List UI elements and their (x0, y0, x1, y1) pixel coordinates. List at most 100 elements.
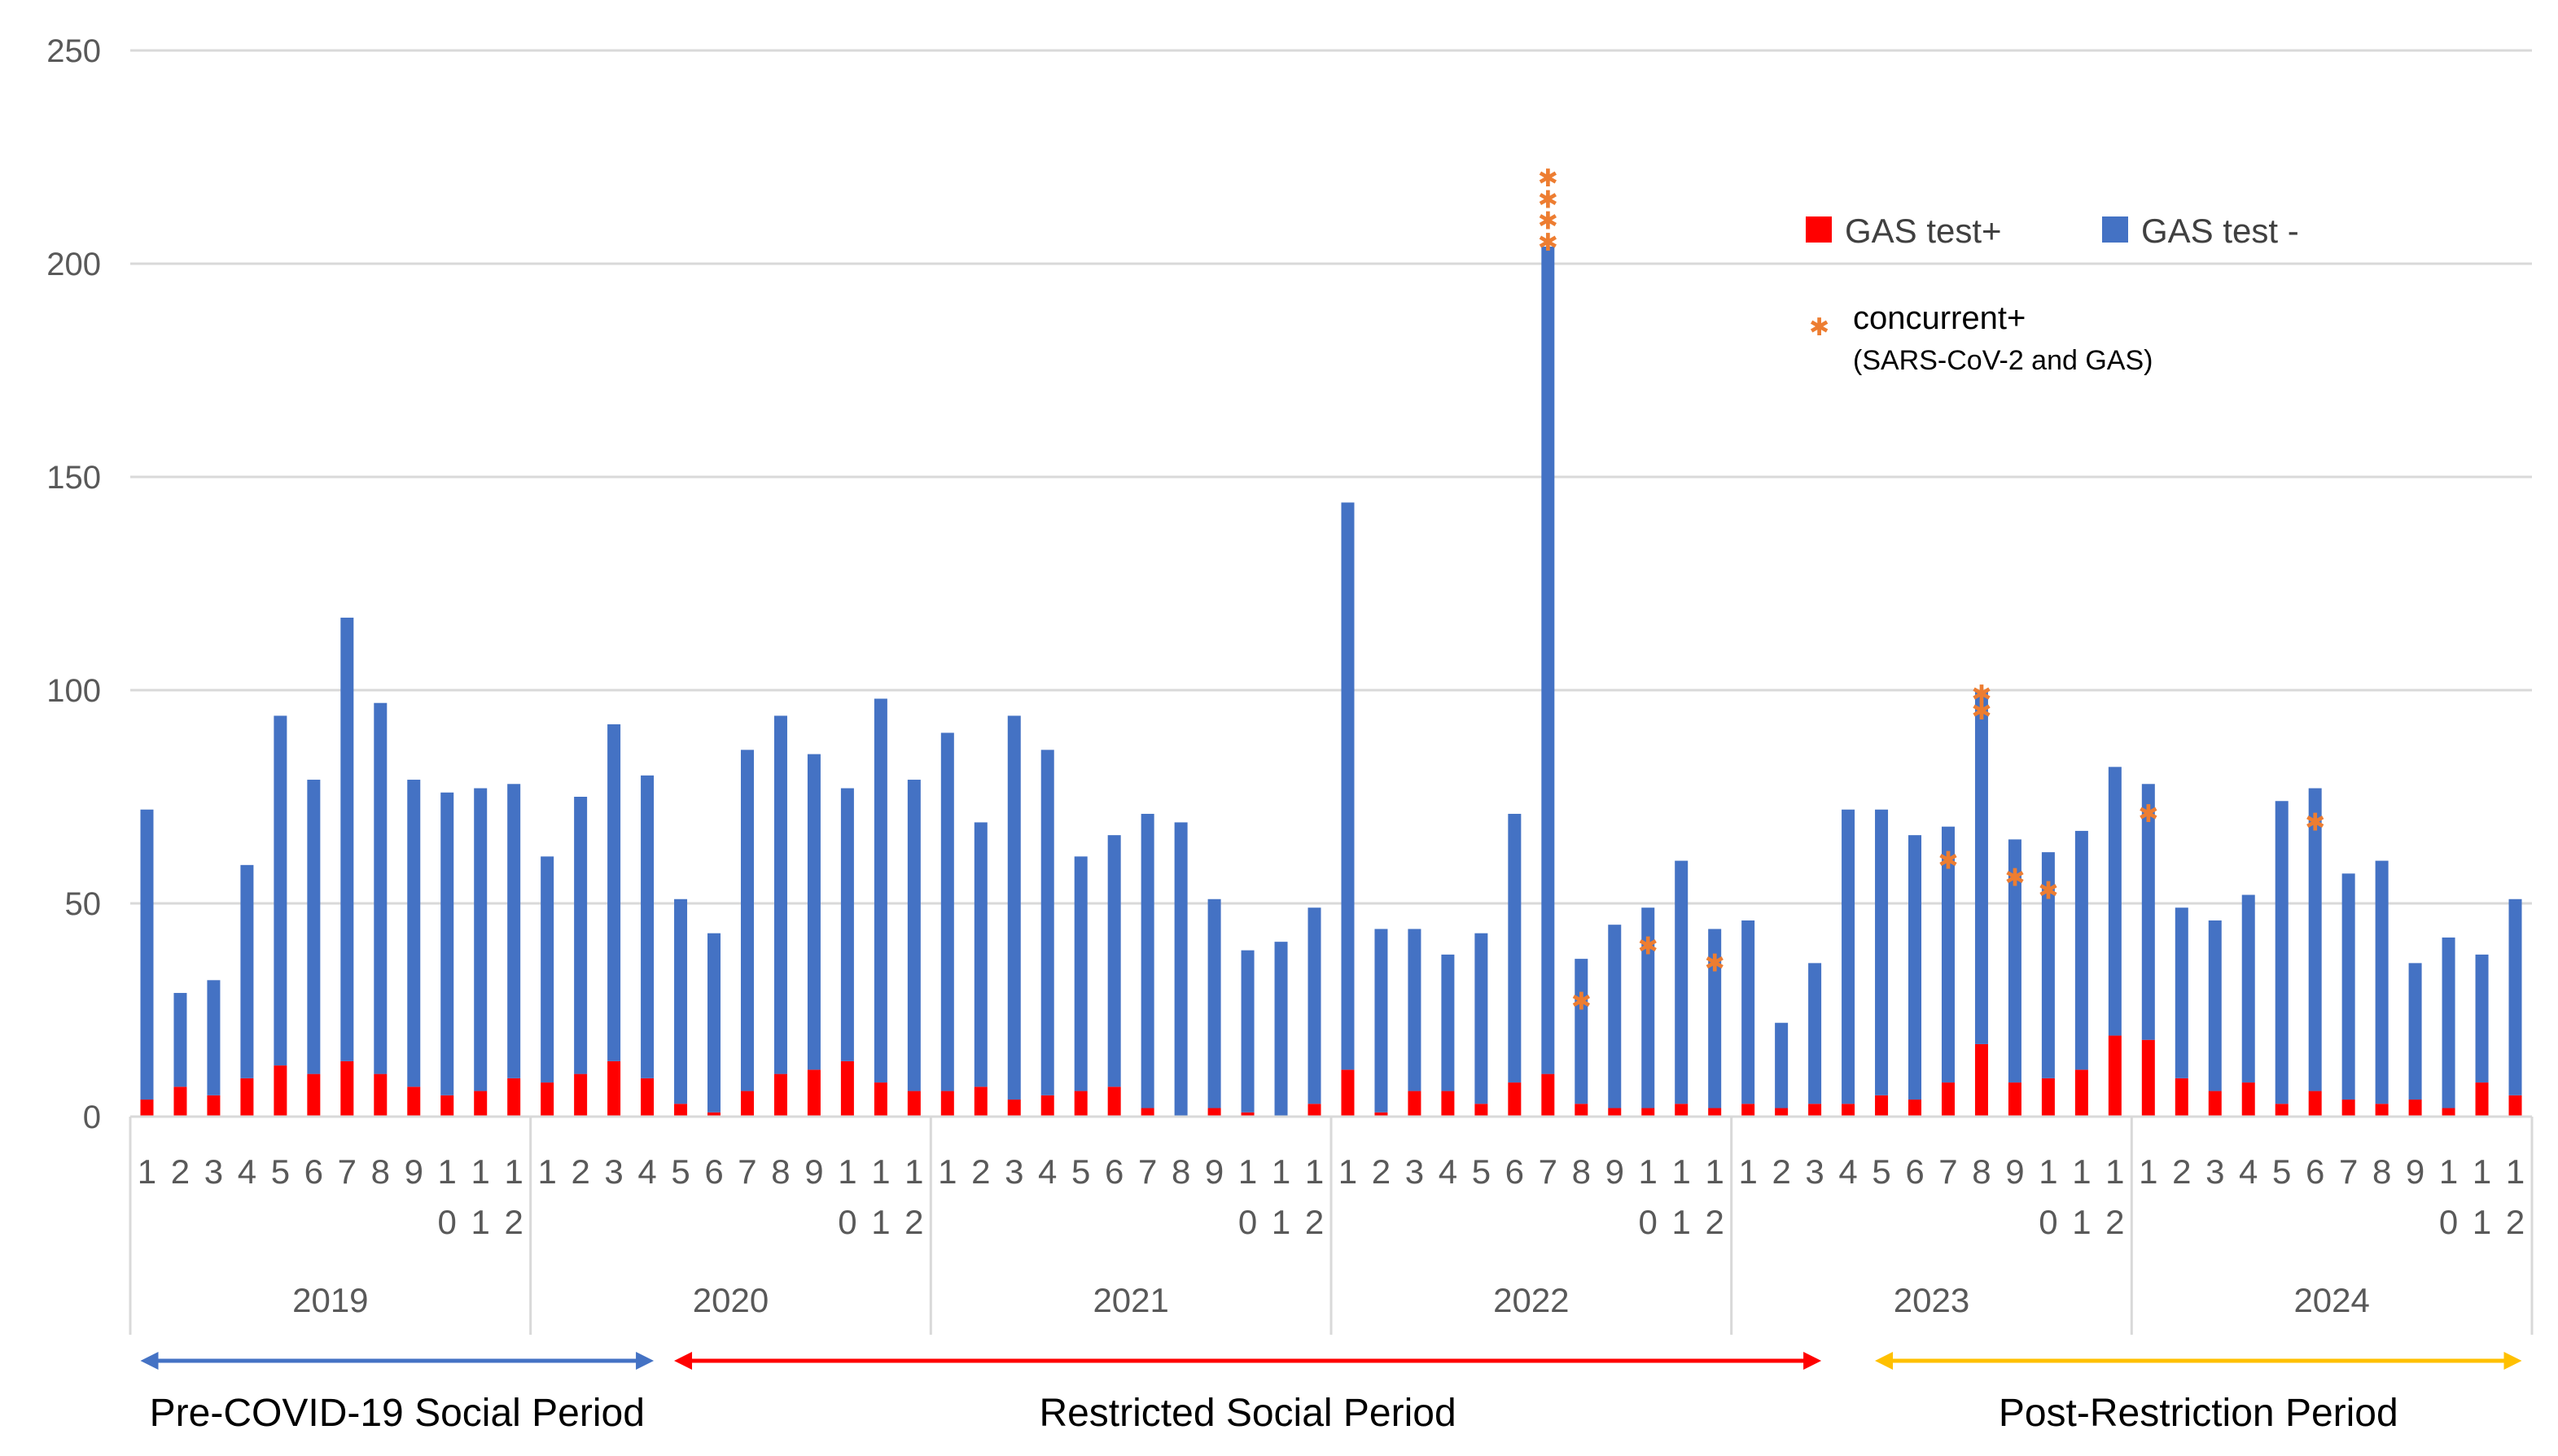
x-tick-month-label: 1 (1238, 1152, 1257, 1191)
bar-gas-negative (2074, 830, 2088, 1070)
bar-gas-negative (240, 864, 254, 1078)
bar-gas-positive (1107, 1087, 1121, 1117)
concurrent-marker: ✱ (2305, 808, 2325, 837)
bar-gas-positive (2341, 1100, 2355, 1117)
x-tick-month-label: 7 (1539, 1152, 1557, 1191)
x-tick-month-label: 9 (1205, 1152, 1224, 1191)
period-arrow (674, 1352, 1822, 1370)
bar-gas-positive (1808, 1104, 1822, 1117)
x-tick-month-label: 1 (904, 1152, 923, 1191)
x-tick-month-label: 1 (938, 1152, 957, 1191)
bar-gas-negative (2408, 963, 2422, 1100)
concurrent-marker: ✱ (1705, 949, 1725, 977)
x-tick-month-label: 9 (405, 1152, 423, 1191)
x-tick-month-label: 2 (971, 1152, 990, 1191)
bar-gas-positive (1741, 1104, 1755, 1117)
bar-gas-positive (2442, 1108, 2455, 1117)
x-tick-month-label: 1 (2439, 1152, 2458, 1191)
bar-gas-positive (407, 1087, 421, 1117)
bar-gas-positive (1908, 1100, 1922, 1117)
x-tick-month-label: 1 (1272, 1203, 1290, 1241)
bar-gas-positive (2275, 1104, 2289, 1117)
x-year-label: 2019 (292, 1281, 368, 1319)
x-tick-month-label: 9 (2005, 1152, 2024, 1191)
x-tick-month-label: 8 (371, 1152, 390, 1191)
bar-gas-positive (840, 1060, 854, 1117)
x-tick-month-label: 2 (2506, 1203, 2525, 1241)
x-tick-month-label: 0 (1639, 1203, 1658, 1241)
x-tick-month-label: 0 (2039, 1203, 2057, 1241)
x-tick-month-label: 6 (304, 1152, 323, 1191)
bar-gas-negative (1174, 822, 1188, 1117)
bar-gas-negative (2241, 894, 2255, 1083)
bar-gas-positive (574, 1073, 588, 1117)
bar-gas-negative (407, 780, 421, 1087)
bar-gas-negative (1408, 929, 1421, 1091)
period-annotations: Pre-COVID-19 Social Period Restricted Soc… (140, 1352, 2522, 1435)
bar-gas-positive (1608, 1108, 1622, 1117)
bar-gas-positive (140, 1100, 154, 1117)
bar-gas-negative (340, 617, 354, 1061)
bar-gas-positive (1408, 1091, 1421, 1117)
bar-gas-negative (1708, 929, 1722, 1108)
x-tick-month-label: 4 (2239, 1152, 2258, 1191)
bar-gas-positive (1842, 1104, 1855, 1117)
bar-gas-negative (641, 775, 655, 1078)
bar-gas-positive (1307, 1104, 1321, 1117)
bar-gas-positive (907, 1091, 921, 1117)
x-tick-month-label: 8 (1972, 1152, 1991, 1191)
y-tick-label: 100 (46, 673, 101, 709)
period-label: Post-Restriction Period (1999, 1392, 2398, 1435)
bar-gas-negative (1441, 954, 1455, 1091)
x-tick-month-label: 2 (2172, 1152, 2191, 1191)
x-tick-month-label: 6 (1105, 1152, 1124, 1191)
x-tick-month-label: 2 (904, 1203, 923, 1241)
x-tick-month-label: 9 (804, 1152, 823, 1191)
bar-gas-negative (2175, 907, 2188, 1078)
bar-gas-negative (274, 715, 287, 1066)
bar-gas-positive (474, 1091, 488, 1117)
bar-gas-positive (2108, 1035, 2122, 1117)
period-arrow (140, 1352, 655, 1370)
bar-gas-positive (1775, 1108, 1789, 1117)
bar-gas-negative (840, 788, 854, 1061)
bar-gas-positive (2208, 1091, 2222, 1117)
x-tick-month-label: 1 (537, 1152, 556, 1191)
bar-gas-negative (307, 780, 321, 1074)
bar-gas-positive (2241, 1082, 2255, 1117)
x-tick-month-label: 3 (2205, 1152, 2224, 1191)
bar-gas-negative (2341, 873, 2355, 1100)
bar-gas-negative (1508, 813, 1522, 1083)
x-tick-month-label: 1 (2039, 1152, 2057, 1191)
bar-gas-positive (1974, 1043, 1988, 1117)
bar-gas-positive (674, 1104, 688, 1117)
bar-gas-positive (1141, 1108, 1154, 1117)
period-label: Restricted Social Period (1039, 1392, 1456, 1435)
bar-gas-negative (807, 754, 821, 1070)
bar-gas-positive (1941, 1082, 1955, 1117)
concurrent-marker: ✱ (1538, 208, 1558, 236)
x-tick-month-label: 9 (1605, 1152, 1624, 1191)
bar-gas-positive (1875, 1095, 1889, 1117)
bar-gas-positive (2141, 1039, 2155, 1117)
x-year-label: 2020 (693, 1281, 769, 1319)
bar-gas-negative (1541, 247, 1555, 1074)
legend: GAS test+ GAS test - ✱ concurrent+ (SARS… (1806, 212, 2299, 376)
x-year-label: 2023 (1894, 1281, 1969, 1319)
x-tick-month-label: 1 (138, 1152, 156, 1191)
x-tick-month-label: 1 (1738, 1152, 1757, 1191)
x-tick-month-label: 6 (2306, 1152, 2324, 1191)
bar-gas-negative (674, 899, 688, 1104)
bar-gas-negative (1274, 942, 1288, 1117)
x-tick-month-label: 1 (1672, 1152, 1691, 1191)
bar-gas-negative (2508, 899, 2522, 1095)
bar-gas-negative (1107, 835, 1121, 1087)
bar-gas-negative (1608, 925, 1622, 1108)
bar-gas-positive (507, 1078, 521, 1117)
x-tick-month-label: 8 (771, 1152, 790, 1191)
bar-gas-negative (1141, 813, 1154, 1108)
bar-gas-positive (1541, 1073, 1555, 1117)
x-tick-month-label: 1 (471, 1203, 490, 1241)
concurrent-marker: ✱ (1571, 988, 1592, 1017)
